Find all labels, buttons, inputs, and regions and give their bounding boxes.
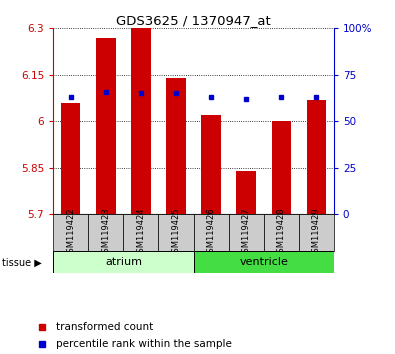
Bar — [229, 214, 263, 251]
Text: GSM119425: GSM119425 — [171, 207, 181, 258]
Bar — [194, 214, 229, 251]
Bar — [307, 99, 326, 214]
Bar — [131, 28, 150, 214]
Bar — [166, 78, 186, 214]
Title: GDS3625 / 1370947_at: GDS3625 / 1370947_at — [116, 14, 271, 27]
Bar — [194, 251, 334, 273]
Bar — [299, 214, 334, 251]
Bar — [123, 214, 158, 251]
Bar — [53, 251, 194, 273]
Bar — [264, 214, 299, 251]
Text: GSM119428: GSM119428 — [276, 207, 286, 258]
Bar — [237, 171, 256, 214]
Text: transformed count: transformed count — [56, 321, 153, 332]
Bar — [96, 38, 116, 214]
Bar — [201, 115, 221, 214]
Text: GSM119426: GSM119426 — [207, 207, 216, 258]
Text: atrium: atrium — [105, 257, 142, 267]
Text: GSM119424: GSM119424 — [136, 207, 145, 258]
Bar — [88, 214, 123, 251]
Text: GSM119423: GSM119423 — [102, 207, 111, 258]
Text: tissue ▶: tissue ▶ — [2, 257, 42, 267]
Bar — [53, 214, 88, 251]
Text: GSM119429: GSM119429 — [312, 207, 321, 258]
Text: percentile rank within the sample: percentile rank within the sample — [56, 339, 232, 349]
Bar — [271, 121, 291, 214]
Bar — [158, 214, 194, 251]
Text: GSM119427: GSM119427 — [242, 207, 251, 258]
Bar — [61, 103, 81, 214]
Text: GSM119422: GSM119422 — [66, 207, 75, 258]
Text: ventricle: ventricle — [239, 257, 288, 267]
